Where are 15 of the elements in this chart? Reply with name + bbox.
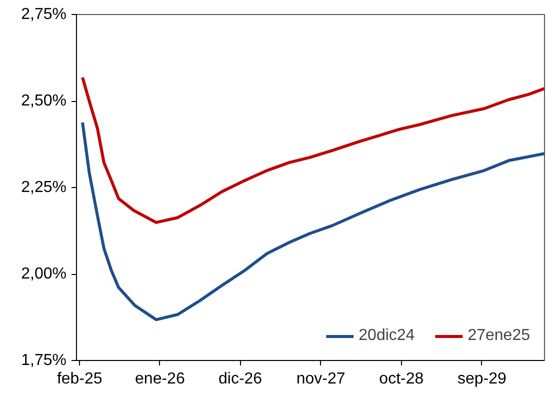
x-tick-label: feb-25 [56,370,102,388]
y-tick-label: 2,25% [21,179,67,196]
y-tick-label: 1,75% [21,352,67,369]
x-tick-label: nov-27 [296,370,346,388]
x-tick-label: oct-28 [379,370,424,388]
line-series [81,120,544,322]
line-series [81,76,544,224]
x-tick-label: dic-26 [218,370,262,388]
y-tick-label: 2,50% [21,92,67,110]
y-tick-label: 2,75% [21,6,67,23]
legend-label: 27ene25 [468,327,530,345]
x-tick-label: sep-29 [458,370,507,388]
legend-label: 20dic24 [358,327,415,345]
x-tick-label: ene-26 [135,370,185,388]
y-tick-label: 2,00% [21,266,67,282]
